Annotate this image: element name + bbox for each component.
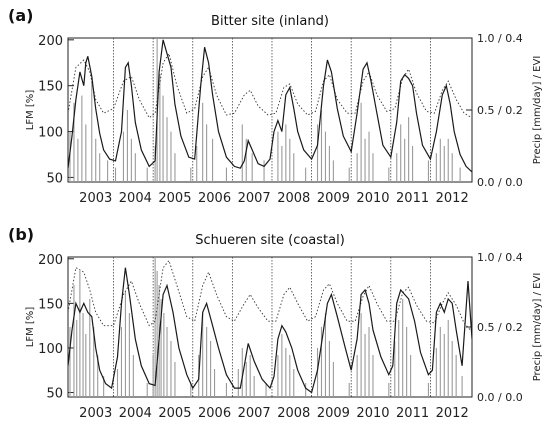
y-axis-label-right: Precip [mm/day] / EVI [532,56,543,165]
x-tick-label: 2012 [436,191,469,206]
right-tick-label: 1.0 / 0.4 [477,251,523,264]
y-tick-label: 50 [46,387,63,402]
right-tick-label: 1.0 / 0.4 [477,32,523,45]
x-tick-label: 2003 [79,191,112,206]
right-tick-label: 0.0 / 0.0 [477,176,523,189]
y-tick-label: 200 [38,253,63,268]
y-tick-label: 100 [38,126,63,141]
x-tick-label: 2003 [79,406,112,421]
chart-title: Schueren site (coastal) [195,233,345,248]
y-tick-label: 200 [38,34,63,49]
x-tick-label: 2009 [317,191,350,206]
right-tick-label: 0.0 / 0.0 [477,391,523,404]
x-tick-label: 2009 [317,406,350,421]
y-axis-label-right: Precip [mm/day] / EVI [532,273,543,382]
y-tick-label: 150 [38,297,63,312]
right-tick-label: 0.5 / 0.2 [477,104,523,117]
x-tick-label: 2010 [356,191,389,206]
y-tick-label: 150 [38,80,63,95]
chart-panel-a: (a) Bitter site (inland) 50 100 150 200 0.0 / … [8,6,543,206]
x-tick-label: 2004 [119,191,152,206]
plot-area [68,257,472,397]
x-tick-label: 2008 [277,406,310,421]
lfm-series-line [68,267,472,394]
x-tick-label: 2011 [396,406,429,421]
evi-series-line [68,52,472,119]
y-tick-label: 100 [38,342,63,357]
plot-frame [67,37,473,183]
lfm-series-line [68,39,472,173]
x-tick-label: 2006 [198,191,231,206]
x-tick-label: 2005 [158,191,191,206]
x-tick-label: 2007 [238,191,271,206]
chart-panel-b: (b) Schueren site (coastal) 50 100 150 200 0.0… [8,225,543,421]
panel-label: (b) [8,225,34,244]
plot-frame [67,256,473,398]
y-axis-label: LFM [%] [25,90,36,131]
evi-series-line [68,259,472,333]
x-tick-label: 2007 [238,406,271,421]
x-tick-label: 2011 [396,191,429,206]
x-tick-label: 2008 [277,191,310,206]
x-tick-label: 2006 [198,406,231,421]
chart-title: Bitter site (inland) [211,14,329,29]
x-tick-label: 2010 [356,406,389,421]
right-tick-label: 0.5 / 0.2 [477,321,523,334]
x-tick-label: 2005 [158,406,191,421]
x-tick-label: 2004 [119,406,152,421]
x-tick-label: 2012 [436,406,469,421]
panel-label: (a) [8,6,33,25]
plot-area [68,38,472,182]
y-axis-label: LFM [%] [25,307,36,348]
y-tick-label: 50 [46,171,63,186]
